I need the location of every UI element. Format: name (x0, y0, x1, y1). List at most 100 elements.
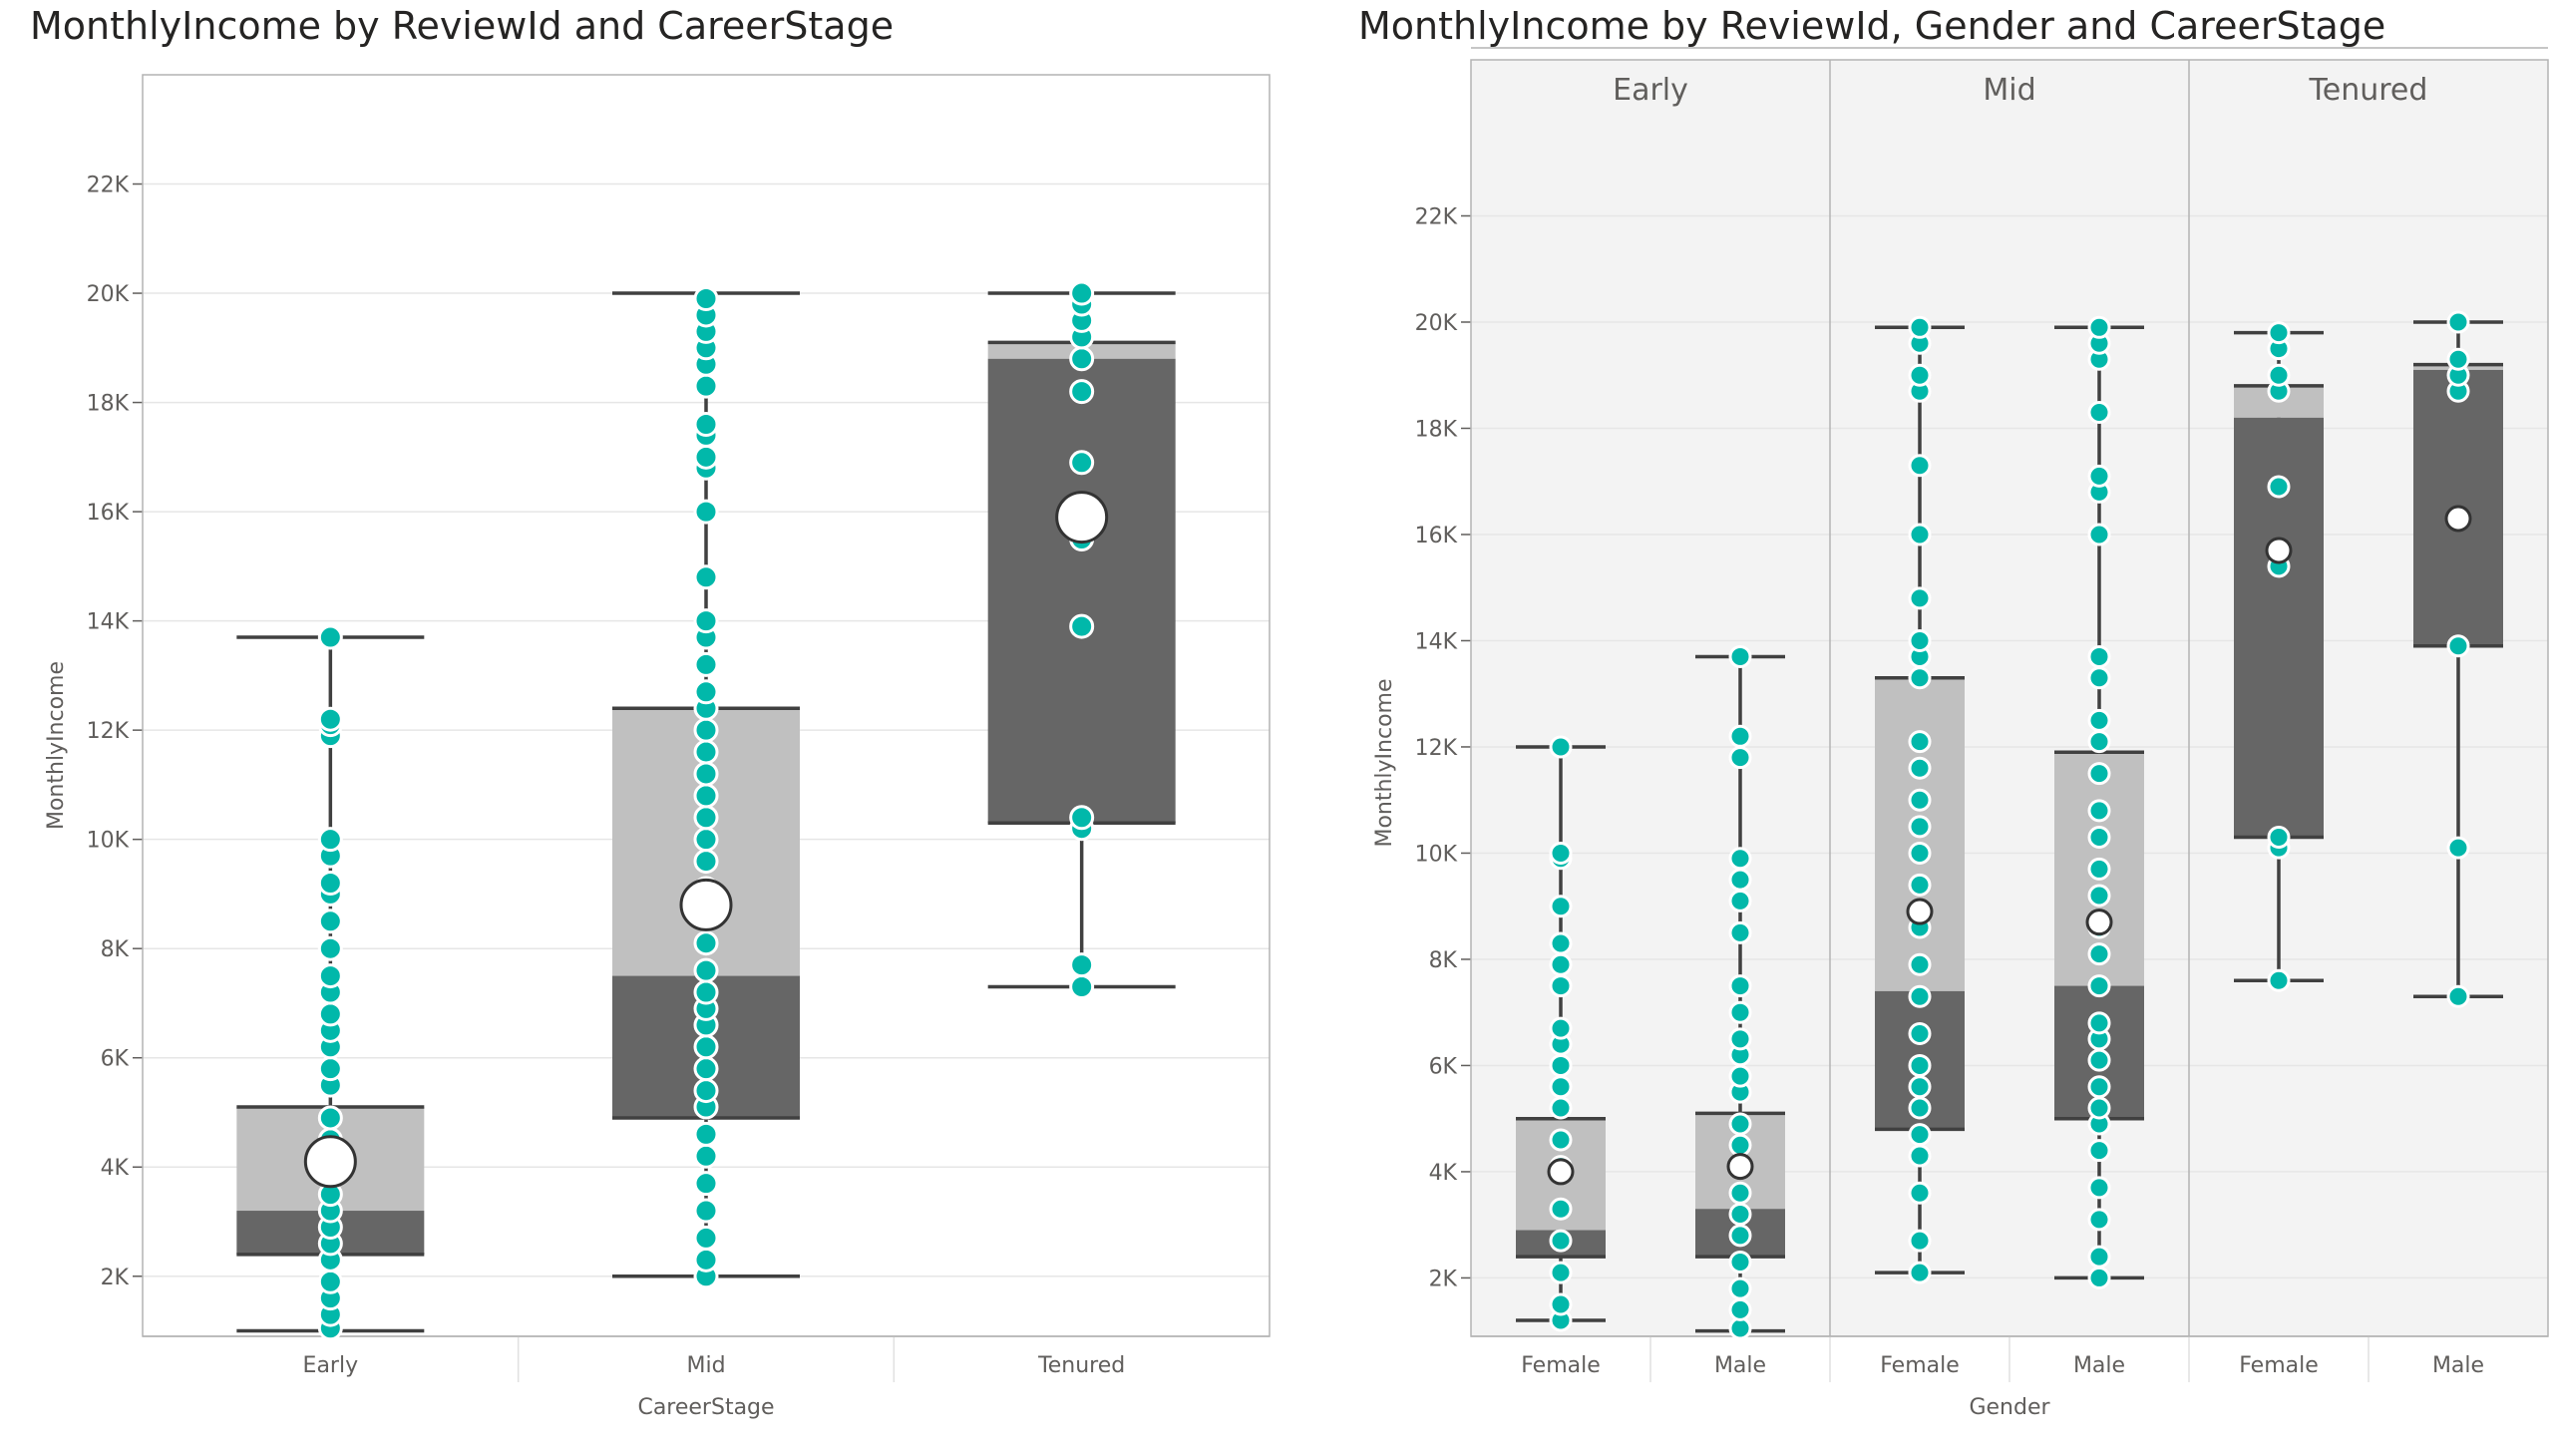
data-point (693, 679, 719, 705)
data-point (1728, 644, 1752, 668)
y-tick-label: 14K (87, 610, 130, 635)
data-point (317, 870, 343, 896)
y-tick-label: 10K (1415, 842, 1458, 867)
data-point (693, 805, 719, 831)
y-tick-label: 20K (87, 282, 130, 307)
y-tick-label: 6K (101, 1047, 130, 1072)
x-tick-label: Male (2073, 1353, 2125, 1378)
mean-marker (2085, 909, 2113, 936)
data-point (693, 739, 719, 765)
y-tick-label: 22K (1415, 204, 1458, 229)
data-point (1908, 1123, 1932, 1147)
data-point (1908, 984, 1932, 1008)
data-point (1549, 895, 1573, 918)
y-tick-label: 18K (1415, 417, 1458, 442)
data-point (693, 1247, 719, 1273)
mean-marker (1906, 898, 1934, 925)
data-point (1549, 1075, 1573, 1099)
data-point (693, 373, 719, 399)
y-tick-label: 2K (101, 1266, 130, 1290)
panel-label: Early (1613, 73, 1688, 108)
data-point (693, 444, 719, 470)
y-tick-label: 12K (1415, 736, 1458, 761)
data-point (1069, 379, 1095, 405)
data-point (693, 1171, 719, 1197)
data-point (693, 608, 719, 634)
data-point (1549, 952, 1573, 976)
y-tick-label: 16K (1415, 524, 1458, 548)
panel-label: Mid (1983, 73, 2035, 108)
data-point (1549, 841, 1573, 865)
chart-1: 2K 4K 6K 8K 10K 12K 14K 16K 18K 20K 22K Early Mid Ten… (1372, 47, 2549, 1420)
data-point (317, 1056, 343, 1082)
data-point (1908, 1075, 1932, 1099)
data-point (2446, 836, 2470, 860)
data-point (1908, 1261, 1932, 1284)
x-tick-label: Female (1521, 1353, 1601, 1378)
data-point (2087, 464, 2111, 488)
data-point (2087, 857, 2111, 881)
data-point (693, 1078, 719, 1104)
data-point (1908, 815, 1932, 839)
data-point (1728, 1181, 1752, 1205)
data-point (2087, 708, 2111, 732)
data-point (2087, 1176, 2111, 1200)
data-point (1728, 1224, 1752, 1248)
data-point (1728, 1027, 1752, 1051)
data-point (1908, 1021, 1932, 1045)
box-lower-quartile (987, 358, 1176, 824)
data-point (693, 930, 719, 956)
data-point (1908, 952, 1932, 976)
data-point (1908, 586, 1932, 610)
data-point (1549, 1096, 1573, 1120)
data-point (2087, 666, 2111, 690)
data-point (1728, 1112, 1752, 1136)
data-point (1908, 628, 1932, 652)
data-point (1069, 974, 1095, 1000)
mean-marker (1547, 1158, 1575, 1186)
data-point (1908, 756, 1932, 780)
data-point (693, 1056, 719, 1082)
x-tick-label: Male (2432, 1353, 2484, 1378)
data-point (1908, 666, 1932, 690)
data-point (317, 1001, 343, 1027)
data-point (693, 1121, 719, 1147)
data-point (2267, 363, 2291, 387)
data-point (1069, 952, 1095, 978)
data-point (1908, 1229, 1932, 1253)
data-point (1728, 1203, 1752, 1227)
data-point (1069, 613, 1095, 639)
data-point (1728, 974, 1752, 998)
data-point (1728, 724, 1752, 748)
data-point (1908, 1144, 1932, 1168)
data-point (693, 761, 719, 787)
data-point (1728, 868, 1752, 892)
data-point (693, 286, 719, 312)
data-point (2087, 523, 2111, 546)
x-tick-label: Female (1880, 1353, 1960, 1378)
data-point (1728, 920, 1752, 944)
data-point (1549, 1016, 1573, 1040)
data-point (2087, 974, 2111, 998)
box-early (236, 624, 425, 1341)
x-tick-label: Female (2239, 1353, 2319, 1378)
data-point (1908, 788, 1932, 812)
data-point (693, 1198, 719, 1224)
y-axis-title: MonthlyIncome (1372, 678, 1397, 847)
data-point (1549, 974, 1573, 998)
data-point (2446, 310, 2470, 334)
data-point (1549, 735, 1573, 759)
data-point (1728, 746, 1752, 770)
data-point (317, 1105, 343, 1131)
data-point (1908, 1181, 1932, 1205)
y-tick-label: 14K (1415, 629, 1458, 654)
data-point (1728, 1250, 1752, 1274)
data-point (2446, 347, 2470, 371)
data-point (2446, 634, 2470, 658)
data-point (1549, 1261, 1573, 1284)
data-point (2087, 1096, 2111, 1120)
data-point (317, 909, 343, 934)
x-tick-label: Male (1714, 1353, 1766, 1378)
data-point (317, 935, 343, 961)
